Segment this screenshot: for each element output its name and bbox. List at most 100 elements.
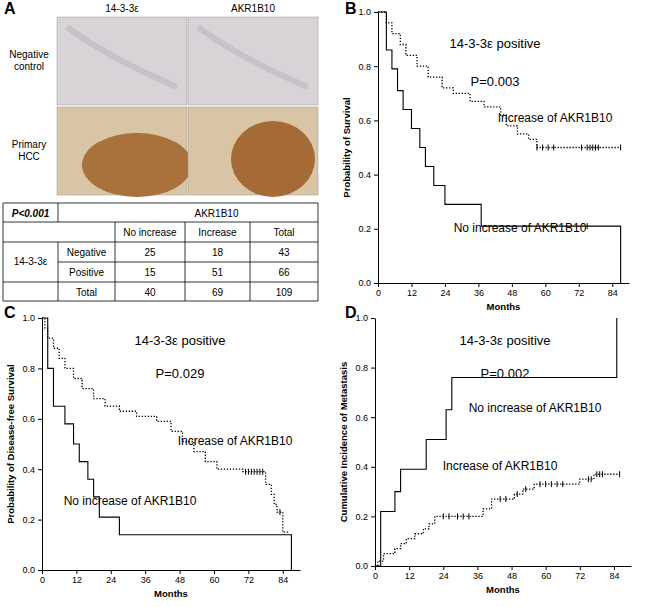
table-rule [58,242,59,301]
censor-mark [545,481,546,487]
x-tick-label: 48 [175,575,185,585]
censor-mark [587,223,588,229]
x-tick-label: 36 [141,575,151,585]
annotation: 14-3-3ε positive [449,36,540,51]
x-tick: 24 [440,283,450,298]
y-tick-mark [374,283,378,284]
table-rule [58,262,318,263]
censor-mark [463,513,464,519]
table-cell: 18 [212,247,224,258]
x-tick-label: 0 [40,575,45,585]
x-tick-mark [477,566,478,570]
image-column-label: AKR1B10 [231,3,275,14]
x-tick-label: 72 [244,575,254,585]
x-tick-label: 48 [507,288,517,298]
figure: A 14-3-3ε AKR1B10 Negativecontrol PrimaryHCC… [0,0,650,607]
x-tick-mark [248,570,249,574]
y-tick-label: 0.0 [358,278,371,288]
annotation: P=0.003 [471,74,520,89]
y-tick-mark [38,469,42,470]
y-axis-title: Probability of Survival [341,97,352,197]
table-cell: Total [76,287,97,298]
x-tick: 36 [474,283,484,298]
x-tick: 0 [373,566,378,581]
y-tick: 0.8 [22,364,42,374]
x-tick: 60 [209,570,219,585]
x-tick: 12 [405,566,415,581]
y-tick-label: 0.2 [22,515,35,525]
y-tick: 0.6 [355,413,375,423]
censor-mark [443,513,444,519]
x-tick: 48 [507,283,517,298]
y-tick-mark [38,318,42,319]
x-tick-label: 84 [278,575,288,585]
ihc-texture [198,27,308,87]
censor-mark [548,145,549,151]
censor-mark [598,145,599,151]
survival-curve [375,318,617,566]
table-cell: 25 [144,247,156,258]
x-tick-mark [76,570,77,574]
x-tick-label: 24 [439,571,449,581]
km-chart: B0122436486072840.00.20.40.60.81.0Months… [341,0,630,312]
x-tick: 60 [541,283,551,298]
y-tick-label: 0.8 [355,363,368,373]
x-tick-label: 60 [541,571,551,581]
censor-mark [517,491,518,497]
table-rule [3,203,318,204]
y-tick: 1.0 [355,313,375,323]
y-tick: 1.0 [358,7,378,17]
y-tick: 0.0 [355,561,375,571]
y-tick-label: 0.4 [358,170,371,180]
x-tick-label: 60 [541,288,551,298]
table-cell: 14-3-3ε [14,256,48,267]
survival-curve [42,318,289,532]
censor-mark [279,509,280,515]
censor-mark [457,513,458,519]
x-tick-mark [445,283,446,287]
x-tick-label: 72 [575,571,585,581]
plot-area [375,318,620,566]
y-axis-title: Cumulative Incidence of Metastasis [338,362,349,523]
x-tick-mark [409,566,410,570]
table-rule [318,203,319,301]
x-tick-mark [512,283,513,287]
y-tick-mark [371,417,375,418]
x-tick: 48 [175,570,185,585]
table-rule [185,222,186,301]
y-tick: 0.0 [22,565,42,575]
x-tick-mark [443,566,444,570]
y-tick: 0.2 [355,512,375,522]
x-tick-mark [580,566,581,570]
y-tick: 0.2 [358,224,378,234]
table-cell: No increase [123,227,177,238]
censor-mark [551,481,552,487]
x-tick: 72 [575,566,585,581]
y-tick-mark [371,467,375,468]
x-tick-label: 12 [72,575,82,585]
y-tick-mark [38,570,42,571]
image-row-label: Negativecontrol [9,49,49,72]
y-tick-label: 0.6 [355,413,368,423]
x-tick-mark [612,283,613,287]
x-axis-line [376,566,632,567]
y-tick-label: 0.8 [22,364,35,374]
x-tick-mark [42,570,43,574]
panel-label: A [4,0,16,17]
censor-mark [257,469,258,475]
image-row-label: PrimaryHCC [12,139,46,162]
x-tick-label: 72 [574,288,584,298]
annotation: 14-3-3ε positive [459,333,550,348]
survival-curve [378,12,621,283]
plot-area [378,12,621,283]
y-tick: 0.8 [358,62,378,72]
table-cell: Total [273,227,294,238]
x-tick-mark [145,570,146,574]
table-cell: Negative [67,247,107,258]
y-axis-line [42,319,43,571]
y-tick-mark [38,520,42,521]
y-tick-label: 1.0 [358,7,371,17]
curve-label: No increase of AKR1B10 [469,401,602,415]
curve-label: Increase of AKR1B10 [498,111,613,125]
x-tick-label: 24 [106,575,116,585]
